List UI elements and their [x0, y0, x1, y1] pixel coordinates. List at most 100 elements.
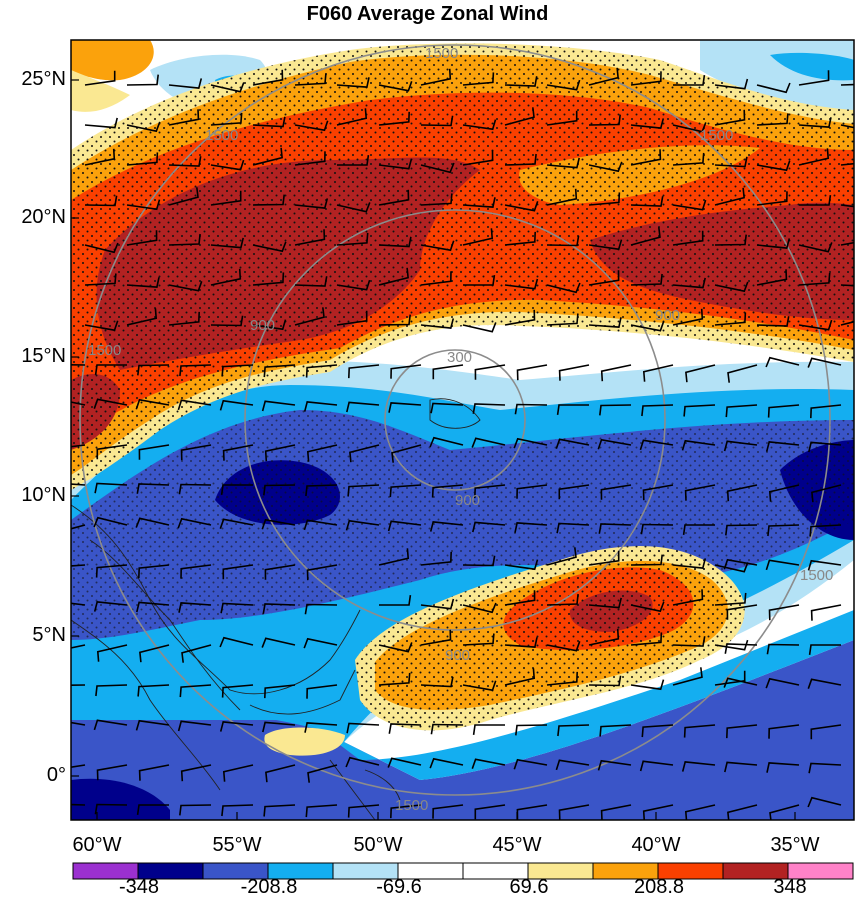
wind-barb: [346, 401, 380, 413]
wind-barb: [168, 187, 199, 206]
colorbar: [72, 862, 854, 880]
wind-barb: [135, 398, 170, 410]
wind-barb: [463, 274, 496, 286]
wind-barb: [714, 639, 749, 651]
wind-barb: [306, 684, 338, 699]
wind-barb: [588, 550, 620, 566]
wind-barb: [168, 233, 201, 246]
wind-barb: [71, 803, 86, 806]
ring-label: 1500: [88, 342, 121, 359]
wind-barb: [462, 228, 494, 246]
wind-barb: [219, 636, 254, 648]
lat-label: 10°N: [21, 484, 66, 506]
wind-barb: [93, 601, 128, 612]
wind-barb: [264, 564, 296, 580]
wind-barb: [557, 724, 590, 737]
ring-label: 900: [655, 307, 680, 324]
positive-wind-northwest-corner: [71, 40, 154, 81]
wind-barb: [307, 764, 338, 783]
wind-barb: [462, 150, 494, 166]
wind-barb: [630, 149, 662, 166]
wind-barb: [672, 152, 705, 166]
wind-barb: [808, 762, 842, 774]
wind-barb: [84, 117, 118, 129]
wind-barb: [588, 67, 619, 86]
wind-barb: [177, 517, 212, 529]
ring-label: 1500: [800, 567, 833, 584]
wind-barb: [95, 564, 128, 578]
wind-barb: [96, 444, 128, 460]
wind-barb: [261, 637, 296, 648]
wind-barb: [474, 364, 506, 380]
wind-barb: [84, 273, 117, 286]
wind-barb: [588, 192, 621, 206]
wind-barb: [756, 269, 788, 286]
wind-barb: [180, 764, 212, 782]
lat-label: 15°N: [21, 345, 66, 367]
wind-barb: [345, 756, 380, 768]
colorbar-label: 348: [773, 876, 807, 898]
wind-barb: [546, 282, 581, 294]
coastlines: [71, 398, 481, 820]
wind-barb: [672, 308, 704, 326]
wind-barb: [387, 757, 422, 768]
wind-barb: [252, 147, 283, 166]
wind-barb: [765, 356, 800, 368]
wind-barb: [222, 444, 254, 461]
wind-barb: [516, 484, 548, 499]
wind-barb: [378, 81, 413, 92]
wind-barb: [137, 684, 170, 697]
wind-barb: [642, 804, 674, 820]
wind-barb: [262, 603, 296, 614]
wind-barb: [684, 484, 716, 501]
wind-barb: [138, 444, 170, 460]
wind-barb: [222, 564, 254, 580]
wind-barb: [252, 69, 284, 86]
wind-barb: [432, 364, 464, 380]
wind-barb: [420, 162, 455, 174]
wind-barb: [294, 307, 325, 326]
wind-barb: [378, 158, 413, 170]
wind-barb: [726, 484, 758, 502]
wind-barb: [71, 564, 86, 567]
wind-barb: [546, 79, 581, 91]
wind-barb: [588, 675, 622, 687]
wind-barb: [177, 399, 212, 411]
wind-barb: [210, 82, 245, 93]
wind-barb: [222, 764, 254, 782]
range-rings: [79, 44, 831, 796]
wind-barb: [840, 241, 854, 246]
wind-barb: [809, 524, 842, 537]
wind-barb: [126, 277, 160, 288]
colorbar-label: -69.6: [376, 876, 422, 898]
wind-barb: [630, 679, 665, 691]
wind-barb: [336, 310, 368, 326]
wind-barb: [546, 671, 578, 686]
wind-barb: [474, 804, 506, 820]
wind-barb: [546, 110, 578, 126]
range-ring-labels: 300 900 900 900 900 1500 1500 1500 1500 …: [88, 45, 833, 814]
wind-barb: [391, 444, 422, 463]
wind-barb: [630, 273, 663, 286]
wind-barb: [641, 404, 674, 417]
wind-barb: [630, 321, 665, 332]
wind-barb: [168, 311, 200, 326]
wind-barb: [598, 523, 632, 534]
wind-barb: [723, 440, 758, 452]
wind-barb: [138, 564, 170, 579]
wind-barb: [179, 804, 212, 816]
wind-barb: [672, 558, 707, 569]
wind-barb: [71, 483, 86, 486]
wind-barb: [429, 757, 464, 769]
wind-barb: [378, 642, 413, 653]
wind-barb: [139, 644, 170, 663]
wind-barb: [811, 484, 842, 503]
wind-barb: [336, 108, 368, 126]
map-plot-area: 300 900 900 900 900 1500 1500 1500 1500 …: [71, 40, 854, 820]
wind-barb: [683, 404, 716, 417]
wind-barb: [126, 308, 158, 326]
wind-barb: [555, 759, 590, 771]
wind-barb: [546, 547, 577, 566]
wind-barb: [672, 199, 707, 211]
wind-barb: [432, 804, 464, 819]
